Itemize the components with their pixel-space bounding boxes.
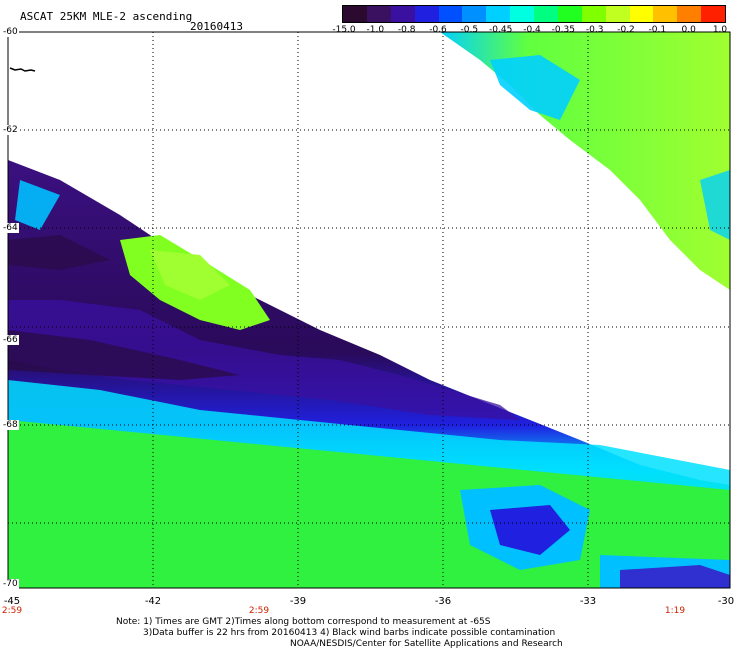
- color-swatch: [701, 6, 725, 22]
- color-swatch: [366, 6, 391, 22]
- color-swatch: [510, 6, 534, 22]
- color-scale-label: -1.0: [366, 25, 385, 35]
- color-scale-bar: [342, 5, 726, 23]
- color-swatch: [605, 6, 630, 22]
- lat-label: -60: [2, 27, 19, 37]
- color-swatch: [557, 6, 582, 22]
- lon-label: -30: [717, 596, 735, 607]
- lat-label: -62: [2, 125, 19, 135]
- lon-label: -39: [289, 596, 307, 607]
- color-scale-label: -0.8: [397, 25, 416, 35]
- color-swatch: [414, 6, 439, 22]
- color-scale-label: 0.0: [681, 25, 696, 35]
- color-swatch: [629, 6, 654, 22]
- color-swatch: [581, 6, 606, 22]
- lon-label: -42: [144, 596, 162, 607]
- plot-frame: [7, 31, 731, 589]
- upper-swath-feature: [490, 55, 580, 120]
- color-scale-label: -0.3: [585, 25, 604, 35]
- lon-label: -45: [3, 596, 21, 607]
- color-scale-label: -0.45: [489, 25, 513, 35]
- color-scale-label: -0.5: [460, 25, 479, 35]
- lat-label: -70: [2, 579, 19, 589]
- coastline: [9, 67, 36, 72]
- lat-label: -66: [2, 335, 19, 345]
- color-swatch: [677, 6, 702, 22]
- color-scale-label: -0.4: [523, 25, 541, 35]
- color-swatch: [462, 6, 487, 22]
- product-title: ASCAT 25KM MLE-2 ascending: [20, 10, 193, 23]
- lon-label: -33: [579, 596, 597, 607]
- footer-note-1: Note: 1) Times are GMT 2)Times along bot…: [116, 617, 491, 627]
- swath-features: [8, 180, 730, 588]
- grid-lines: [8, 32, 730, 588]
- color-swatch: [438, 6, 463, 22]
- lat-label: -68: [2, 420, 19, 430]
- color-swatch: [343, 6, 367, 22]
- product-date: 20160413: [190, 20, 243, 33]
- color-swatch: [390, 6, 415, 22]
- upper-swath: [440, 32, 730, 290]
- color-scale-label: -15.0: [332, 25, 356, 35]
- color-swatch: [486, 6, 511, 22]
- color-swatch: [534, 6, 558, 22]
- color-scale-label: 1.0: [712, 25, 728, 35]
- color-scale-label: -0.2: [617, 25, 635, 35]
- footer-credit: NOAA/NESDIS/Center for Satellite Applica…: [290, 639, 563, 649]
- time-label: 1:19: [664, 606, 686, 616]
- color-scale-label: -0.35: [551, 25, 575, 35]
- time-label: 2:59: [1, 606, 23, 616]
- color-scale-label: -0.1: [648, 25, 667, 35]
- footer-note-2: 3)Data buffer is 22 hrs from 20160413 4)…: [143, 628, 556, 638]
- color-swatch: [653, 6, 678, 22]
- time-label: 2:59: [248, 606, 270, 616]
- lon-label: -36: [434, 596, 452, 607]
- color-scale-label: -0.6: [429, 25, 447, 35]
- lat-label: -64: [2, 223, 19, 233]
